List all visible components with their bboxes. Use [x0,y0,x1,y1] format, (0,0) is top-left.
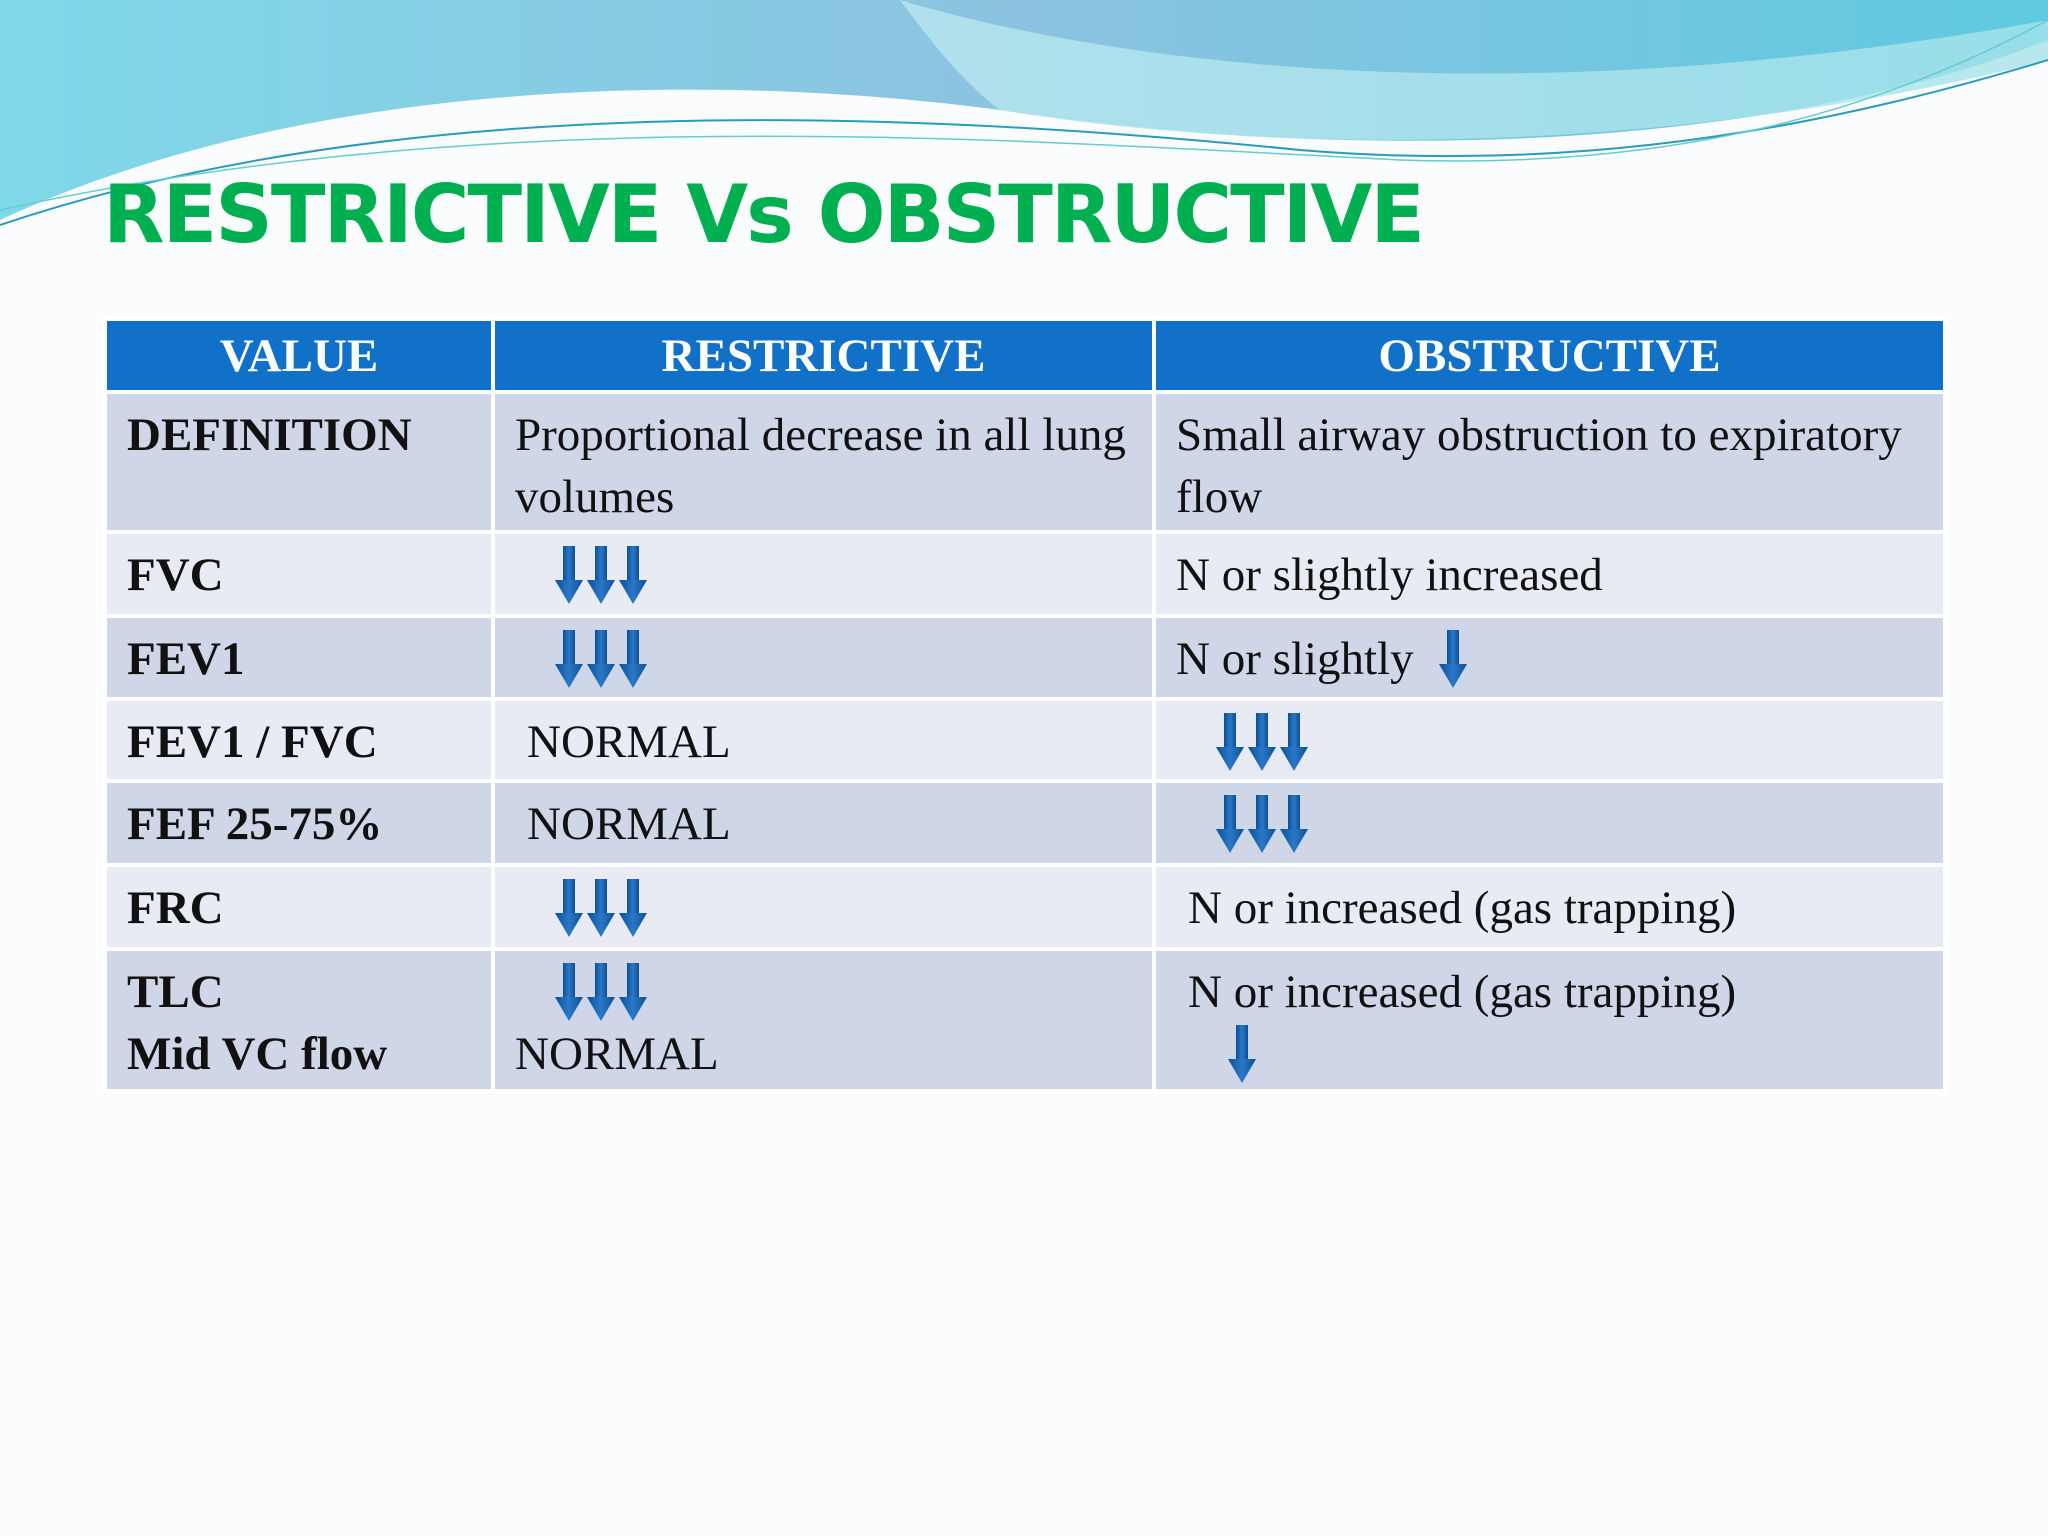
cell: N or slightly [1152,614,1947,701]
row-label: DEFINITION [103,390,495,534]
row-label: FEV1 / FVC [103,697,495,783]
row: TLC Mid VC flow NORMAL N or increased (ga… [103,947,1947,1093]
cell: N or increased (gas trapping) [1152,863,1947,951]
cell: N or slightly increased [1152,530,1947,618]
cell [1152,697,1947,783]
down-arrows [1216,795,1308,853]
down-arrows [555,546,647,604]
cell: Small airway obstruction to expiratory f… [1152,390,1947,534]
row: FEV1 / FVC NORMAL [103,697,1947,783]
cell [491,530,1156,618]
down-arrows [555,630,647,688]
row-label: TLC Mid VC flow [103,947,495,1093]
cell-text: N or slightly [1176,633,1414,685]
label-line: TLC [127,966,224,1018]
row-label: FEF 25-75% [103,779,495,867]
row: FRC N or increased (gas trapping) [103,863,1947,951]
label-line: Mid VC flow [127,1028,388,1080]
header-row: VALUE RESTRICTIVE OBSTRUCTIVE [103,317,1947,394]
row-label: FRC [103,863,495,951]
down-arrow [1228,1025,1256,1083]
row-label: FEV1 [103,614,495,701]
cell [491,863,1156,951]
down-arrows [555,879,647,937]
arrow-line [515,961,1132,1023]
header-cell: OBSTRUCTIVE [1152,317,1947,394]
row: FEV1 N or slightly [103,614,1947,701]
comparison-table: VALUE RESTRICTIVE OBSTRUCTIVE DEFINITION… [103,317,1947,1093]
header-wave [0,0,2048,226]
cell [1152,779,1947,867]
header-cell: RESTRICTIVE [491,317,1156,394]
cell [491,614,1156,701]
down-arrows [555,963,647,1021]
cell: Proportional decrease in all lung volume… [491,390,1156,534]
slide-title: RESTRICTIVE Vs OBSTRUCTIVE [103,168,1425,261]
row: FEF 25-75% NORMAL [103,779,1947,867]
cell-text: NORMAL [515,1028,719,1080]
row-label: FVC [103,530,495,618]
cell: NORMAL [491,779,1156,867]
row: FVC N or slightly increased [103,530,1947,618]
arrow-line [1188,1023,1923,1085]
header-cell: VALUE [103,317,495,394]
row: DEFINITION Proportional decrease in all … [103,390,1947,534]
down-arrow [1439,630,1468,688]
cell: NORMAL [491,947,1156,1093]
cell: N or increased (gas trapping) [1152,947,1947,1093]
down-arrows [1216,713,1308,771]
cell: NORMAL [491,697,1156,783]
cell-text: N or slightly increased [1176,549,1603,601]
cell-text: N or increased (gas trapping) [1188,966,1737,1018]
